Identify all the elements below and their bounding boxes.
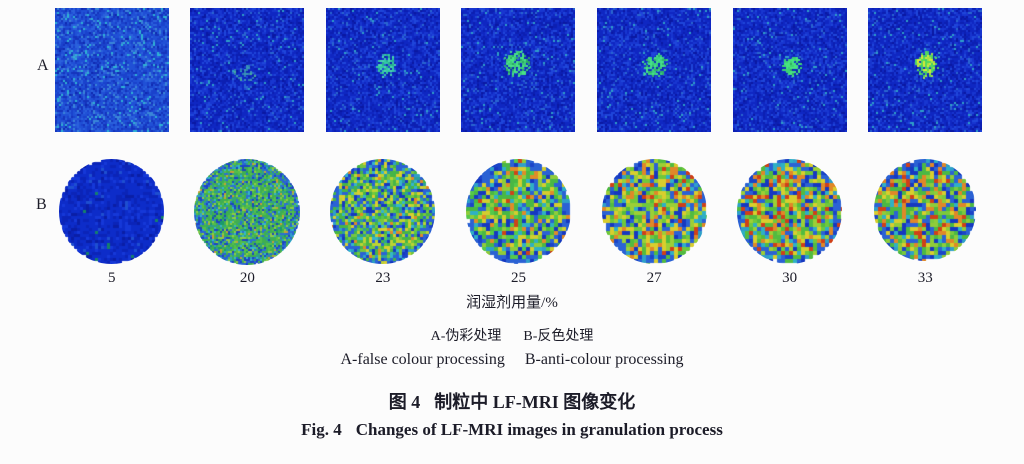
row-b-cell [465,159,571,264]
x-axis-label: 润湿剂用量/% [466,295,558,311]
mri-image-a-25 [461,8,576,132]
mri-image-a-27 [597,8,712,132]
legend-cn-a: A-伪彩处理 [430,329,502,344]
legend-en: A-false colour processing B-anti-colour p… [0,351,1024,369]
mri-image-a-33 [868,8,983,132]
caption-cn-text: 制粒中 LF-MRI 图像变化 [434,392,636,412]
row-b-cell [194,159,301,265]
column-value: 23 [375,270,391,286]
caption-en-number: Fig. 4 [301,420,342,439]
mri-image-b-23 [330,159,436,264]
row-a-cell [597,8,712,132]
column-value: 33 [917,270,933,286]
column-value: 25 [510,270,526,286]
caption-en-text: Changes of LF-MRI images in granulation … [355,420,723,439]
row-b-label: B [36,196,47,213]
mri-image-a-23 [325,8,440,132]
caption-cn: 图 4 制粒中 LF-MRI 图像变化 [0,388,1024,414]
column-value: 30 [782,270,798,286]
column-value: 5 [108,270,116,286]
mri-image-b-27 [601,159,707,264]
column-value: 20 [239,270,255,286]
row-b-cell [59,159,165,264]
row-b-cell [874,159,977,261]
legend-en-b: B-anti-colour processing [524,351,684,368]
row-a-cell [54,8,169,132]
mri-image-b-25 [465,159,571,264]
legend-en-a: A-false colour processing [340,351,505,368]
legend-cn-b: B-反色处理 [523,329,594,344]
row-b-cell [330,159,436,264]
caption-en: Fig. 4 Changes of LF-MRI images in granul… [0,420,1024,440]
legend-cn: A-伪彩处理 B-反色处理 [0,325,1024,345]
mri-image-b-5 [59,159,165,264]
mri-image-b-20 [194,159,301,265]
row-a-cell [190,8,305,132]
column-value-labels: 5 20 23 25 27 30 33 [44,270,993,287]
row-a-cell [732,8,847,132]
row-a-cell [461,8,576,132]
row-a-cell [868,8,983,132]
row-b-cell [737,159,843,264]
mri-image-a-20 [190,8,305,132]
mri-image-b-30 [737,159,843,264]
row-b-cell [601,159,707,264]
mri-image-a-5 [54,8,169,132]
row-a-label: A [37,57,49,74]
row-a-images [44,8,993,132]
row-b-images [44,159,993,265]
mri-image-b-33 [874,159,977,261]
caption-cn-number: 图 4 [388,392,421,412]
column-value: 27 [646,270,662,286]
row-a-cell [325,8,440,132]
mri-image-a-30 [732,8,847,132]
